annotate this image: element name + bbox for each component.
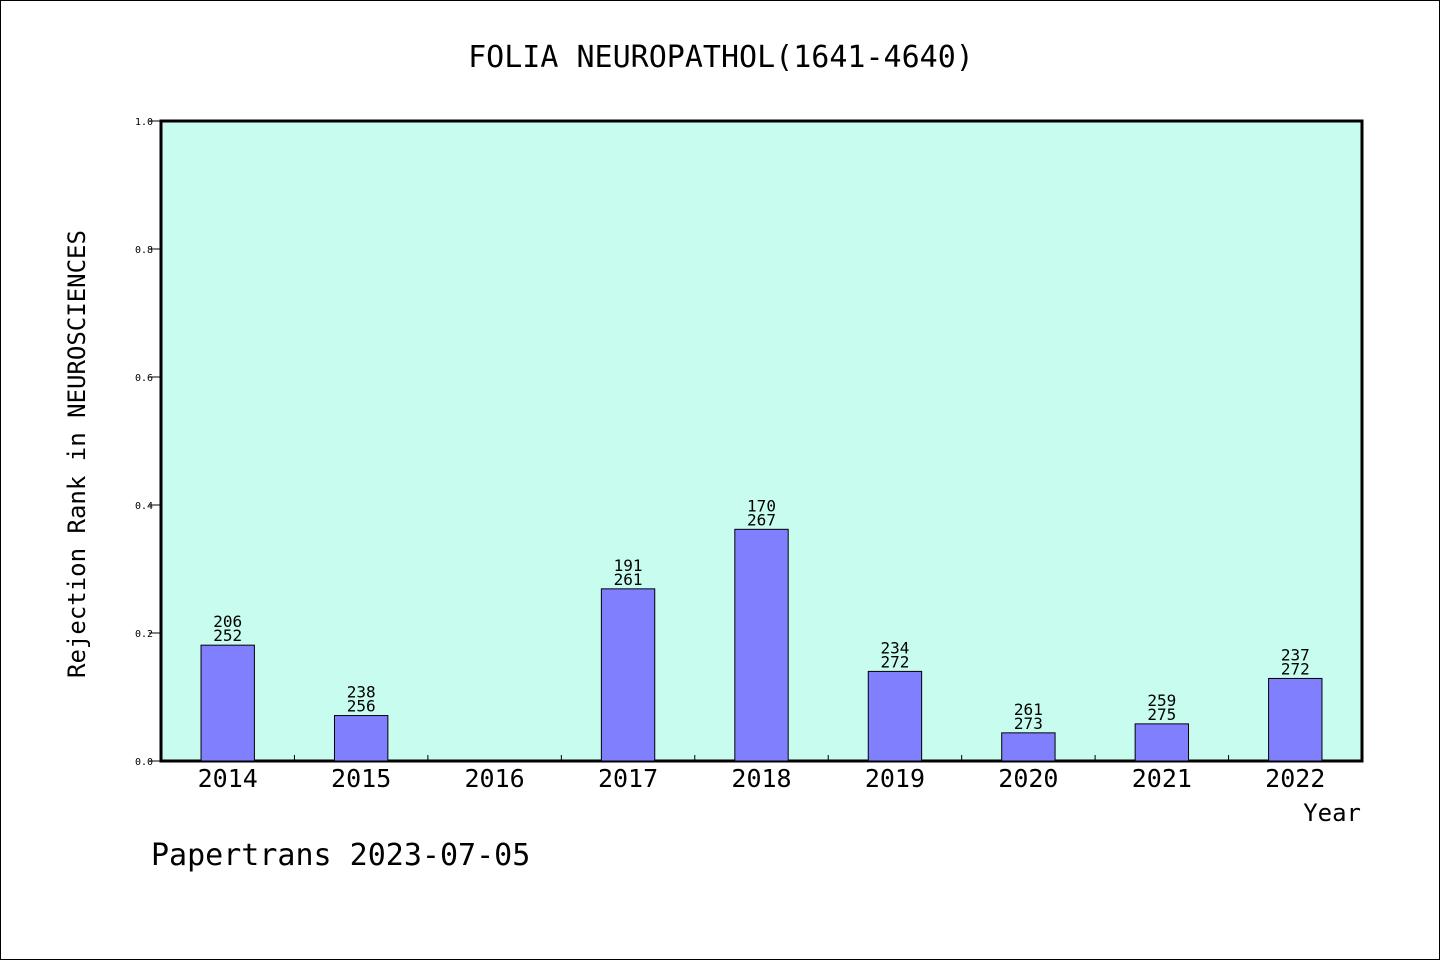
x-tick-label: 2022 bbox=[1265, 764, 1325, 793]
x-tick-label: 2016 bbox=[465, 764, 525, 793]
bar-label-rank: 170 bbox=[747, 496, 776, 515]
chart-title: FOLIA NEUROPATHOL(1641-4640) bbox=[468, 40, 974, 75]
bar-2018 bbox=[734, 528, 789, 762]
x-tick-label: 2014 bbox=[198, 764, 258, 793]
y-axis-label: Rejection Rank in NEUROSCIENCES bbox=[63, 230, 91, 678]
footer-watermark-text: Papertrans 2023-07-05 bbox=[151, 838, 530, 873]
bar-2022 bbox=[1268, 677, 1323, 762]
x-tick-label: 2017 bbox=[598, 764, 658, 793]
bar-label-total: 252 bbox=[213, 626, 242, 645]
bar-label-total: 272 bbox=[1281, 659, 1310, 678]
bar-label-rank: 234 bbox=[880, 638, 909, 657]
bar-2014 bbox=[200, 644, 255, 762]
bar-2020 bbox=[1001, 732, 1056, 762]
bar-label-rank: 261 bbox=[1014, 700, 1043, 719]
y-tick-label: 0.8 bbox=[135, 245, 153, 256]
y-tick-label: 0.0 bbox=[135, 757, 153, 768]
bar-label-rank: 237 bbox=[1281, 645, 1310, 664]
y-axis-ticks: 0.0 0.2 0.4 0.6 0.8 1.0 bbox=[135, 117, 161, 768]
bar-2021 bbox=[1134, 723, 1190, 762]
y-tick-label: 1.0 bbox=[135, 117, 153, 128]
bar-label-total: 261 bbox=[614, 570, 643, 589]
x-tick-label: 2019 bbox=[865, 764, 925, 793]
x-tick-label: 2021 bbox=[1132, 764, 1192, 793]
bar-2019 bbox=[867, 670, 923, 762]
y-tick-label: 0.4 bbox=[135, 501, 153, 512]
bar-2015 bbox=[333, 715, 389, 762]
bar-label-total: 267 bbox=[747, 510, 776, 529]
bar-label-rank: 238 bbox=[347, 683, 376, 702]
x-tick-label: 2020 bbox=[998, 764, 1058, 793]
y-tick-label: 0.2 bbox=[135, 629, 153, 640]
bar-label-total: 273 bbox=[1014, 714, 1043, 733]
bar-label-total: 275 bbox=[1147, 705, 1176, 724]
x-tick-label: 2015 bbox=[331, 764, 391, 793]
x-axis-label: Year bbox=[1303, 799, 1361, 827]
bars bbox=[200, 528, 1323, 762]
x-tick-label: 2018 bbox=[731, 764, 791, 793]
y-tick-label: 0.6 bbox=[135, 373, 153, 384]
bar-label-rank: 259 bbox=[1147, 691, 1176, 710]
bar-label-rank: 191 bbox=[614, 556, 643, 575]
bar-label-total: 256 bbox=[347, 697, 376, 716]
bar-2017 bbox=[600, 588, 656, 762]
bar-labels: 2062522382561912611702672342722612732592… bbox=[213, 496, 1309, 733]
x-axis-ticks: 2014 2015 2016 2017 2018 2019 2020 2021 2022 bbox=[198, 755, 1325, 793]
bar-label-total: 272 bbox=[880, 652, 909, 671]
bar-label-rank: 206 bbox=[213, 612, 242, 631]
